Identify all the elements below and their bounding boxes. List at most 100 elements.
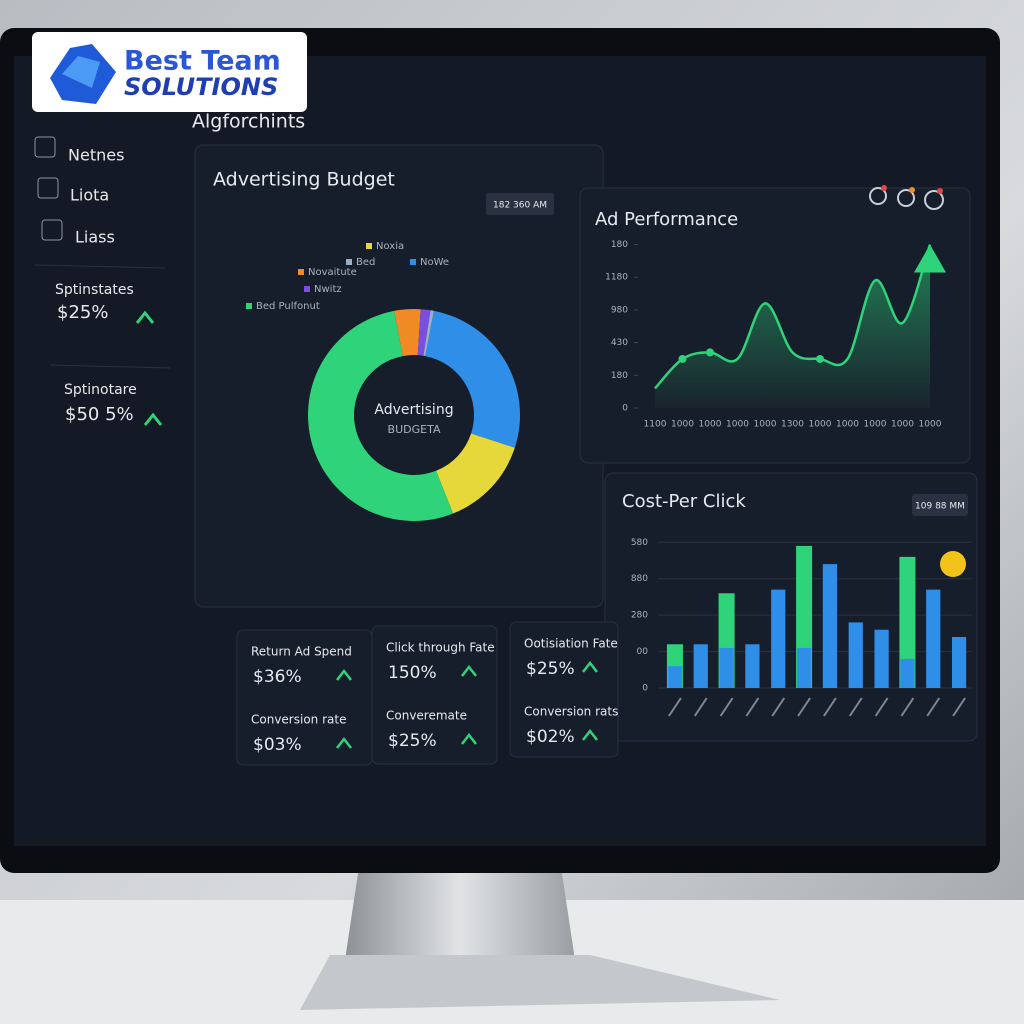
panel-title: Ad Performance: [595, 209, 738, 230]
stat-label: Sptinstates: [55, 282, 134, 298]
bar: [900, 658, 915, 688]
bar: [951, 637, 967, 688]
notification-dot: [881, 185, 887, 191]
y-tick-label: 280: [631, 611, 648, 621]
notification-icon[interactable]: [869, 187, 887, 205]
legend-swatch: [298, 269, 304, 275]
line-series: [654, 244, 932, 390]
sidebar-item[interactable]: Liota: [70, 186, 109, 205]
legend-swatch: [410, 259, 416, 265]
x-tick-label: 1000: [726, 420, 749, 430]
up-arrow: [135, 310, 155, 324]
kpi-label: Converemate: [386, 709, 467, 723]
checkbox[interactable]: [41, 219, 63, 241]
x-tick-label-placeholder: [900, 697, 915, 717]
line-area: [655, 244, 930, 408]
panel-title: Advertising Budget: [213, 169, 395, 191]
bar: [719, 647, 734, 688]
divider: [49, 364, 171, 369]
user-icon[interactable]: [897, 189, 915, 207]
sidebar-item[interactable]: Netnes: [68, 146, 124, 165]
y-tick-label: 0: [642, 684, 648, 694]
kpi-value: 150%: [388, 663, 437, 683]
x-tick-label-placeholder: [693, 697, 708, 717]
x-tick-label-placeholder: [823, 697, 837, 717]
y-tick-label: 980: [611, 305, 628, 315]
legend-label: Nwitz: [314, 284, 342, 295]
line-point: [706, 348, 714, 357]
checkbox[interactable]: [34, 136, 56, 158]
badge: [912, 494, 968, 516]
logo-line1: Best Team: [124, 46, 281, 77]
bar: [693, 644, 708, 688]
bar: [926, 589, 941, 688]
x-tick-label-placeholder: [874, 697, 889, 717]
up-arrow: [461, 664, 477, 677]
x-tick-label: 1000: [864, 420, 887, 430]
donut-segment: [425, 310, 521, 448]
bar: [848, 622, 863, 688]
monitor-stand: [345, 860, 575, 960]
bar: [874, 629, 889, 688]
donut-segment: [394, 309, 421, 357]
x-tick-label-placeholder: [848, 697, 863, 717]
logo-line2: SOLUTIONS: [124, 73, 278, 101]
up-arrow: [143, 412, 163, 426]
dollar-icon: [940, 551, 966, 577]
bar: [822, 564, 838, 688]
bar: [771, 589, 786, 688]
x-tick-label: 1300: [781, 420, 804, 430]
stat-value: $50 5%: [65, 404, 134, 425]
kpi-label: Return Ad Spend: [251, 645, 352, 659]
checkbox[interactable]: [37, 177, 59, 199]
notification-dot: [937, 188, 943, 194]
x-tick-label-placeholder: [719, 697, 734, 717]
kpi-label: Conversion rats: [524, 705, 618, 719]
legend-label: Bed: [356, 257, 375, 268]
trend-arrowhead: [914, 244, 946, 273]
x-tick-label: 1000: [699, 420, 722, 430]
badge-text: 109 88 MM: [915, 502, 965, 512]
y-tick-label: 0: [622, 404, 628, 414]
donut-segment: [308, 310, 454, 521]
x-tick-label: 1000: [809, 420, 832, 430]
donut-segment: [423, 310, 434, 357]
line-point: [816, 354, 824, 363]
logo-icon-facet: [62, 56, 100, 88]
settings-icon[interactable]: [924, 190, 944, 210]
legend-label: Bed Pulfonut: [256, 301, 320, 312]
kpi-tile: [371, 625, 498, 765]
badge: [486, 193, 554, 215]
kpi-label: Click through Fate: [386, 641, 495, 655]
legend-label: Noxia: [376, 241, 404, 252]
up-arrow: [461, 732, 477, 745]
y-tick-label: 580: [631, 538, 648, 548]
up-arrow: [336, 668, 352, 681]
divider: [34, 264, 166, 269]
sidebar-item[interactable]: Liass: [75, 228, 115, 247]
y-tick-label: 880: [631, 574, 648, 584]
x-tick-label: 1000: [919, 420, 942, 430]
up-arrow: [336, 736, 352, 749]
legend-swatch: [304, 286, 310, 292]
x-tick-label: 1000: [836, 420, 859, 430]
bar: [745, 644, 760, 688]
header-title: Algforchints: [192, 111, 305, 133]
kpi-value: $02%: [526, 727, 575, 747]
x-tick-label-placeholder: [668, 697, 682, 717]
bar: [899, 556, 916, 688]
kpi-tile: [509, 621, 619, 758]
monitor-base: [300, 955, 780, 1010]
notification-dot: [909, 187, 915, 193]
donut-segment: [436, 433, 515, 514]
panel-title: Cost-Per Click: [622, 491, 746, 512]
x-tick-label: 1000: [891, 420, 914, 430]
x-tick-label-placeholder: [745, 697, 760, 717]
x-tick-label: 1100: [644, 420, 667, 430]
y-tick-label: 180: [611, 240, 628, 250]
x-tick-label-placeholder: [952, 697, 966, 717]
y-tick-label: 430: [611, 338, 628, 348]
kpi-label: Conversion rate: [251, 713, 346, 727]
